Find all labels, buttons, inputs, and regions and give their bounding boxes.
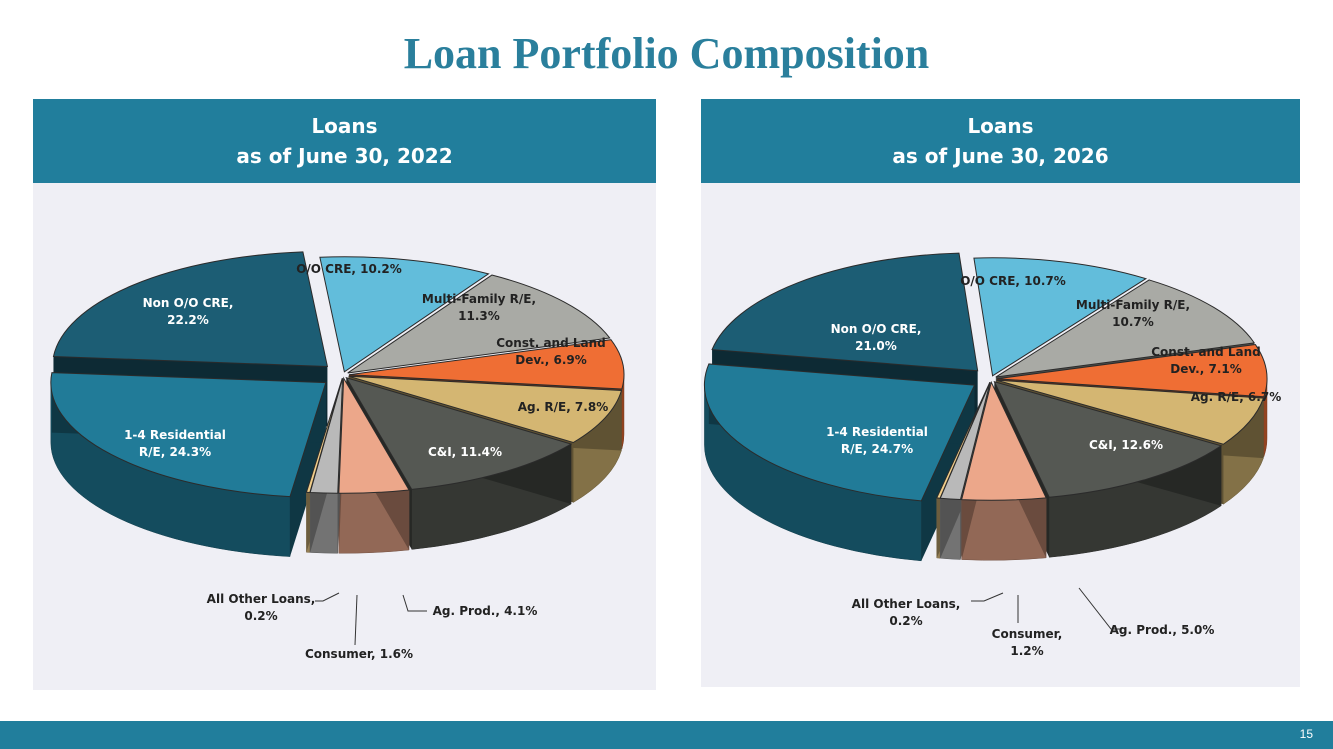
pie-label-line: Ag. R/E, 7.8%: [518, 400, 608, 414]
pie-slice-all-other-loans: [305, 378, 343, 493]
pie-label-oo-cre: O/O CRE, 10.7%: [960, 274, 1066, 288]
pie-slice-res-1-4: [50, 372, 327, 498]
pie-slice-multifamily-re: [347, 274, 611, 374]
pie-label-oo-cre: O/O CRE, 10.2%: [296, 262, 402, 276]
pie-label-line: Ag. R/E, 6.7%: [1191, 390, 1281, 404]
left-pie-chart: O/O CRE, 10.2% Multi-Family R/E, 11.3% Cons…: [50, 251, 625, 661]
pie-label-line: 1-4 Residential: [124, 428, 226, 442]
pie-label-line: 0.2%: [889, 614, 922, 628]
pie-label-line: 21.0%: [855, 339, 897, 353]
pie-slice-non-oo-cre: [52, 251, 329, 367]
pie-label-line: Non O/O CRE,: [143, 296, 234, 310]
pie-label-const-land-dev: Const. and Land Dev., 6.9%: [496, 336, 606, 367]
leader-line-ag-prod: [402, 594, 427, 612]
pie-label-line: Dev., 6.9%: [515, 353, 587, 367]
pie-slice-ag-re: [348, 375, 623, 444]
pie-label-line: Ag. Prod., 5.0%: [1110, 623, 1215, 637]
right-chart-panel: O/O CRE, 10.7% Multi-Family R/E, 10.7% Cons…: [701, 183, 1300, 687]
right-chart-title-line1: Loans: [967, 114, 1034, 138]
pie-label-line: O/O CRE, 10.7%: [960, 274, 1066, 288]
right-pie-chart: O/O CRE, 10.7% Multi-Family R/E, 10.7% Cons…: [704, 252, 1281, 658]
pie-label-line: Const. and Land: [496, 336, 606, 350]
pie-label-consumer: Consumer, 1.6%: [305, 647, 413, 661]
pie-label-line: All Other Loans,: [207, 592, 316, 606]
pie-label-multifamily-re: Multi-Family R/E, 10.7%: [1076, 298, 1190, 329]
pie-slice-res-1-4: [704, 363, 976, 502]
pie-label-line: O/O CRE, 10.2%: [296, 262, 402, 276]
pie-slice-multifamily-re: [995, 279, 1256, 378]
pie-slice-const-land-dev: [996, 344, 1268, 398]
pie-label-line: Multi-Family R/E,: [422, 292, 536, 306]
pie-slice-ag-prod: [338, 376, 410, 494]
pie-slice-oo-cre: [973, 257, 1148, 377]
pie-label-ci: C&I, 12.6%: [1089, 438, 1163, 452]
pie-label-multifamily-re: Multi-Family R/E, 11.3%: [422, 292, 536, 323]
pie-label-line: C&I, 12.6%: [1089, 438, 1163, 452]
footer-bar: 15: [0, 721, 1333, 749]
page-title: Loan Portfolio Composition: [403, 29, 930, 78]
left-chart-title-line2: as of June 30, 2022: [236, 144, 453, 168]
pie-label-ag-prod: Ag. Prod., 4.1%: [433, 604, 538, 618]
right-chart-title-line2: as of June 30, 2026: [892, 144, 1109, 168]
pie-label-ci: C&I, 11.4%: [428, 445, 502, 459]
pie-label-line: Non O/O CRE,: [831, 322, 922, 336]
pie-label-line: 1-4 Residential: [826, 425, 928, 439]
pie-slice-ag-re: [996, 379, 1265, 445]
pie-label-line: 10.7%: [1112, 315, 1154, 329]
pie-label-line: R/E, 24.3%: [139, 445, 211, 459]
pie-label-line: C&I, 11.4%: [428, 445, 502, 459]
pie-label-all-other-loans: All Other Loans, 0.2%: [207, 592, 316, 623]
leader-line-consumer: [354, 594, 358, 646]
left-chart-title-line1: Loans: [311, 114, 378, 138]
pie-slice-const-land-dev: [348, 339, 625, 390]
pie-label-res-1-4: 1-4 Residential R/E, 24.7%: [826, 425, 928, 456]
pie-label-line: All Other Loans,: [852, 597, 961, 611]
pie-slice-ci: [345, 376, 573, 490]
pie-label-consumer: Consumer, 1.2%: [992, 627, 1063, 658]
pie-slice-oo-cre: [319, 256, 490, 373]
pie-slice-non-oo-cre: [711, 252, 979, 372]
pie-label-line: 22.2%: [167, 313, 209, 327]
page-number: 15: [1299, 727, 1313, 741]
pie-label-ag-prod: Ag. Prod., 5.0%: [1110, 623, 1215, 637]
left-chart-panel: O/O CRE, 10.2% Multi-Family R/E, 11.3% Cons…: [33, 183, 656, 690]
pie-label-non-oo-cre: Non O/O CRE, 22.2%: [143, 296, 234, 327]
pie-slice-ci: [993, 380, 1223, 498]
pie-label-line: Consumer, 1.6%: [305, 647, 413, 661]
pie-label-ag-re: Ag. R/E, 7.8%: [518, 400, 608, 414]
pie-slice-ag-prod: [960, 380, 1047, 501]
left-chart-header: Loans as of June 30, 2022: [33, 99, 656, 183]
pie-label-line: Multi-Family R/E,: [1076, 298, 1190, 312]
pie-label-all-other-loans: All Other Loans, 0.2%: [852, 597, 961, 628]
pie-label-line: Consumer,: [992, 627, 1063, 641]
leader-line-ag-prod: [1078, 587, 1121, 630]
pie-label-line: R/E, 24.7%: [841, 442, 913, 456]
pie-label-ag-re: Ag. R/E, 6.7%: [1191, 390, 1281, 404]
pie-label-line: Ag. Prod., 4.1%: [433, 604, 538, 618]
pie-label-line: 1.2%: [1010, 644, 1043, 658]
pie-label-line: 11.3%: [458, 309, 500, 323]
pie-label-const-land-dev: Const. and Land Dev., 7.1%: [1151, 345, 1261, 376]
leader-line-all-other-loans: [971, 592, 1004, 602]
pie-label-line: 0.2%: [244, 609, 277, 623]
pie-label-non-oo-cre: Non O/O CRE, 21.0%: [831, 322, 922, 353]
pie-label-line: Dev., 7.1%: [1170, 362, 1242, 376]
right-chart-header: Loans as of June 30, 2026: [701, 99, 1300, 183]
pie-slice-all-other-loans: [935, 382, 991, 499]
pie-label-res-1-4: 1-4 Residential R/E, 24.3%: [124, 428, 226, 459]
pie-label-line: Const. and Land: [1151, 345, 1261, 359]
leader-line-all-other-loans: [315, 592, 340, 602]
